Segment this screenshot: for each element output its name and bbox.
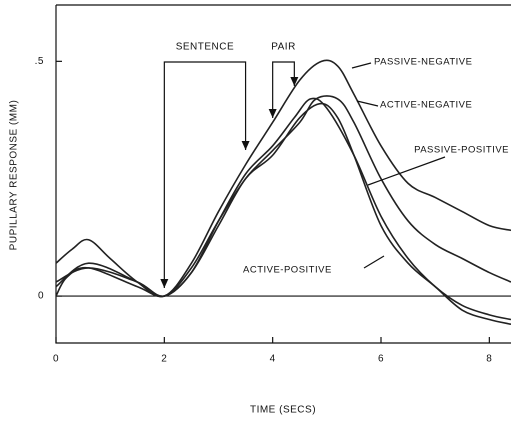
x-tick-label: 2 — [161, 354, 167, 365]
series-label: PASSIVE-POSITIVE — [414, 145, 509, 156]
annotation-bracket — [163, 61, 247, 288]
annotation-bracket — [272, 61, 295, 118]
series-line — [55, 97, 511, 321]
label-leader — [367, 156, 446, 186]
series-label: ACTIVE-NEGATIVE — [380, 100, 472, 111]
annotation-arrowhead — [241, 141, 250, 150]
x-axis-label: TIME (SECS) — [250, 405, 316, 416]
x-tick-label: 6 — [378, 354, 384, 365]
series-label: ACTIVE-POSITIVE — [243, 265, 332, 276]
y-axis-label: PUPILLARY RESPONSE (MM) — [9, 100, 20, 251]
x-tick-label: 4 — [270, 354, 276, 365]
label-leader — [363, 255, 385, 269]
series-line — [55, 102, 511, 326]
annotation-arrowhead — [268, 109, 277, 118]
series-label: PASSIVE-NEGATIVE — [374, 57, 472, 68]
x-tick-label: 0 — [53, 354, 59, 365]
y-tick-label: .5 — [35, 56, 44, 67]
y-tick-label: 0 — [38, 291, 44, 302]
x-tick-label: 8 — [486, 354, 492, 365]
series-line — [55, 59, 511, 298]
annotation-label: PAIR — [271, 42, 296, 53]
annotation-arrowhead — [160, 279, 169, 288]
label-leader — [351, 62, 372, 69]
annotation-label: SENTENCE — [176, 42, 234, 53]
label-leader — [356, 100, 379, 107]
annotation-arrowhead — [290, 77, 299, 86]
